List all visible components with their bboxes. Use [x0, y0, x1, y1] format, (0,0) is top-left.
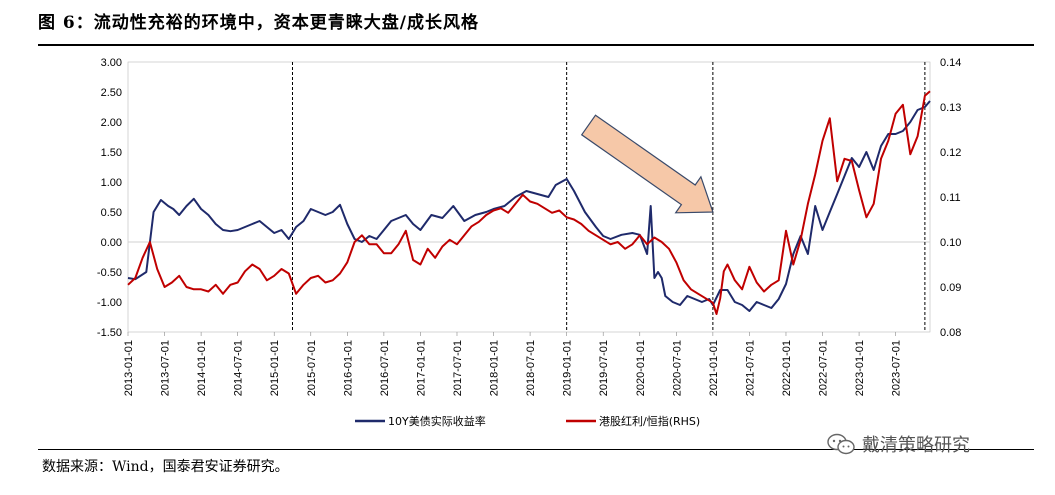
y-right-tick-label: 0.09 — [940, 282, 961, 294]
y-right-tick-label: 0.11 — [940, 192, 961, 204]
x-tick-label: 2014-07-01 — [233, 340, 245, 396]
y-left-tick-label: -0.50 — [97, 267, 122, 279]
y-left-tick-label: 2.00 — [101, 117, 122, 129]
y-left-tick-label: 3.00 — [101, 57, 122, 69]
y-right-tick-label: 0.10 — [940, 237, 961, 249]
y-left-tick-label: 0.50 — [101, 207, 122, 219]
y-left-tick-label: 0.00 — [101, 237, 122, 249]
wechat-icon — [827, 433, 855, 455]
x-tick-label: 2017-01-01 — [415, 340, 427, 396]
x-tick-label: 2019-01-01 — [562, 340, 574, 396]
y-left-tick-label: 2.50 — [101, 87, 122, 99]
source-note: 数据来源：Wind，国泰君安证券研究。 — [42, 459, 289, 475]
y-left-tick-label: 1.50 — [101, 147, 122, 159]
y-right-tick-label: 0.08 — [940, 327, 961, 339]
top-rule — [38, 44, 1034, 46]
y-left-tick-label: -1.50 — [97, 327, 122, 339]
figure-title: 图 6：流动性充裕的环境中，资本更青睐大盘/成长风格 — [38, 13, 479, 33]
x-tick-label: 2016-07-01 — [379, 340, 391, 396]
watermark: 戴清策略研究 — [826, 431, 970, 457]
x-tick-label: 2019-07-01 — [598, 340, 610, 396]
x-tick-label: 2018-07-01 — [525, 340, 537, 396]
y-right-tick-label: 0.12 — [940, 147, 961, 159]
x-tick-label: 2021-01-01 — [708, 340, 720, 396]
y-left-tick-label: -1.00 — [97, 297, 122, 309]
x-tick-label: 2015-01-01 — [269, 340, 281, 396]
x-tick-label: 2020-01-01 — [635, 340, 647, 396]
x-tick-label: 2023-07-01 — [891, 340, 903, 396]
series-line-2 — [127, 90, 931, 315]
x-tick-label: 2016-01-01 — [342, 340, 354, 396]
x-tick-label: 2022-01-01 — [781, 340, 793, 396]
annotation-arrow — [580, 114, 714, 214]
bottom-rule — [38, 449, 1034, 450]
x-tick-label: 2021-07-01 — [744, 340, 756, 396]
x-tick-label: 2022-07-01 — [818, 340, 830, 396]
x-tick-label: 2017-07-01 — [452, 340, 464, 396]
x-tick-label: 2018-01-01 — [489, 340, 501, 396]
y-right-tick-label: 0.13 — [940, 102, 961, 114]
plot-border — [127, 61, 931, 333]
y-right-tick-label: 0.14 — [940, 57, 961, 69]
x-tick-label: 2014-01-01 — [196, 340, 208, 396]
legend-label-2: 港股红利/恒指(RHS) — [599, 414, 700, 428]
watermark-text: 戴清策略研究 — [862, 435, 970, 456]
x-tick-label: 2023-01-01 — [854, 340, 866, 396]
legend-label-1: 10Y美债实际收益率 — [388, 414, 486, 428]
x-tick-label: 2015-07-01 — [306, 340, 318, 396]
y-left-tick-label: 1.00 — [101, 177, 122, 189]
x-tick-label: 2020-07-01 — [671, 340, 683, 396]
series-line-1 — [127, 100, 931, 312]
x-tick-label: 2013-07-01 — [160, 340, 172, 396]
x-tick-label: 2013-01-01 — [123, 340, 135, 396]
